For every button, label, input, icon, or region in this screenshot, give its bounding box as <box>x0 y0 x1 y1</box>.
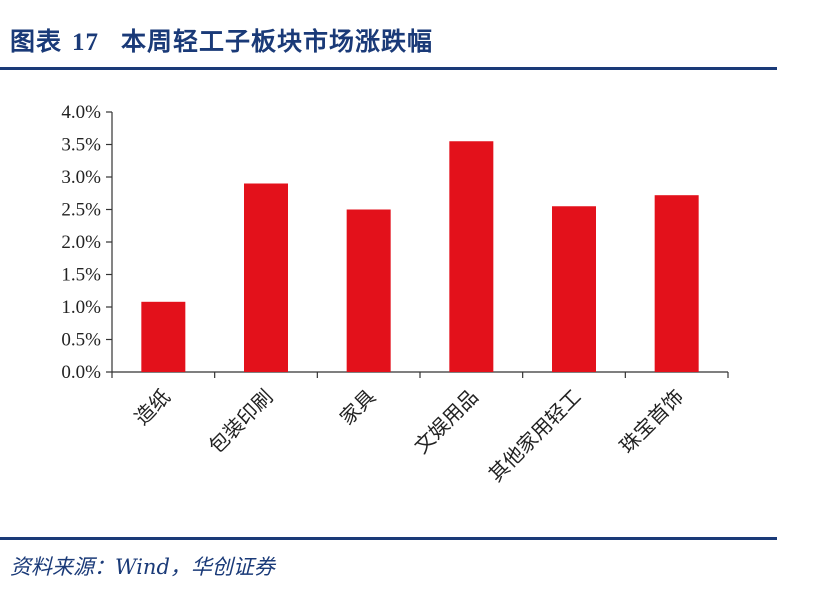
bar <box>346 209 391 372</box>
bar <box>449 141 494 372</box>
y-tick-label: 0.5% <box>61 330 101 351</box>
bars <box>141 141 699 372</box>
source-note: 资料来源：Wind，华创证券 <box>10 555 275 579</box>
category-label: 其他家用轻工 <box>484 385 586 487</box>
bar <box>244 183 288 372</box>
y-tick-label: 3.0% <box>61 167 101 188</box>
y-tick-label: 2.0% <box>61 232 101 253</box>
bar <box>141 301 186 372</box>
footer-divider <box>0 537 777 540</box>
y-tick-label: 0.0% <box>61 362 101 383</box>
category-label: 文娱用品 <box>409 385 483 459</box>
chart-title: 图表 17 本周轻工子板块市场涨跌幅 <box>10 22 433 58</box>
category-label: 家具 <box>335 385 380 430</box>
figure-label: 图表 <box>10 27 63 56</box>
y-axis: 0.0% 0.5% 1.0% 1.5% 2.0% 2.5% 3.0% 3.5% 4.0% <box>61 102 113 383</box>
category-label: 造纸 <box>130 385 175 430</box>
y-tick-label: 1.5% <box>61 265 101 286</box>
bar <box>552 206 596 372</box>
y-tick-label: 1.0% <box>61 297 101 318</box>
category-label: 珠宝首饰 <box>615 385 689 459</box>
figure-title: 本周轻工子板块市场涨跌幅 <box>121 27 434 56</box>
y-tick-label: 4.0% <box>61 102 101 123</box>
category-label: 包装印刷 <box>204 385 278 459</box>
x-axis <box>111 371 729 378</box>
figure-number: 17 <box>72 29 100 56</box>
bar <box>654 195 699 372</box>
y-tick-label: 2.5% <box>61 200 101 221</box>
category-labels: 造纸 包装印刷 家具 文娱用品 其他家用轻工 珠宝首饰 <box>130 385 689 487</box>
header-divider <box>0 67 777 70</box>
y-tick-label: 3.5% <box>61 135 101 156</box>
